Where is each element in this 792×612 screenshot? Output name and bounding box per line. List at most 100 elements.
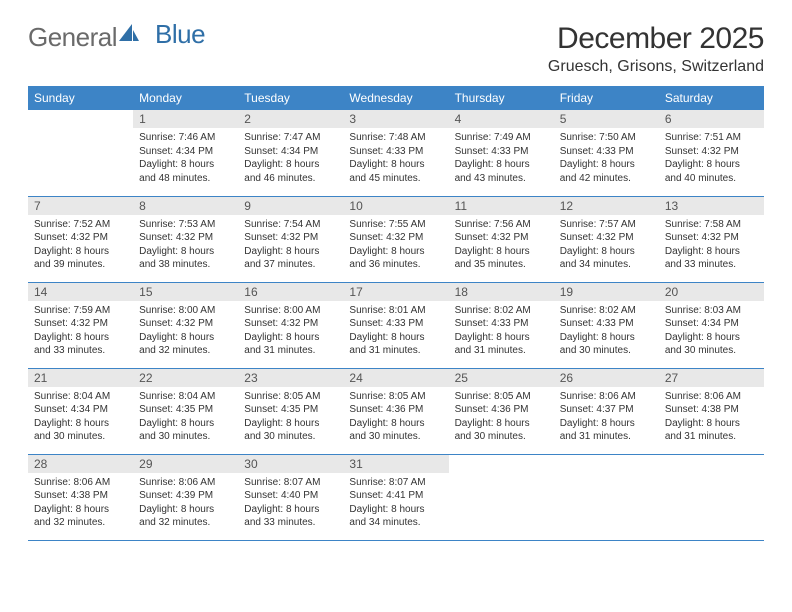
sunrise-text: Sunrise: 7:50 AM bbox=[560, 131, 653, 145]
title-block: December 2025 Gruesch, Grisons, Switzerl… bbox=[548, 22, 764, 76]
sunrise-text: Sunrise: 8:05 AM bbox=[455, 390, 548, 404]
day-details: Sunrise: 7:55 AMSunset: 4:32 PMDaylight:… bbox=[343, 215, 448, 276]
calendar-head: SundayMondayTuesdayWednesdayThursdayFrid… bbox=[28, 86, 764, 110]
daylight-text: and 33 minutes. bbox=[244, 516, 337, 530]
weekday-header: Monday bbox=[133, 86, 238, 110]
day-details: Sunrise: 8:00 AMSunset: 4:32 PMDaylight:… bbox=[238, 301, 343, 362]
day-details: Sunrise: 7:50 AMSunset: 4:33 PMDaylight:… bbox=[554, 128, 659, 189]
sunrise-text: Sunrise: 8:02 AM bbox=[560, 304, 653, 318]
day-number: 28 bbox=[28, 455, 133, 473]
daylight-text: Daylight: 8 hours bbox=[665, 417, 758, 431]
calendar-cell: 2Sunrise: 7:47 AMSunset: 4:34 PMDaylight… bbox=[238, 110, 343, 196]
calendar-cell: 16Sunrise: 8:00 AMSunset: 4:32 PMDayligh… bbox=[238, 282, 343, 368]
daylight-text: and 30 minutes. bbox=[455, 430, 548, 444]
calendar-cell: 8Sunrise: 7:53 AMSunset: 4:32 PMDaylight… bbox=[133, 196, 238, 282]
sunrise-text: Sunrise: 8:06 AM bbox=[34, 476, 127, 490]
day-details: Sunrise: 7:49 AMSunset: 4:33 PMDaylight:… bbox=[449, 128, 554, 189]
day-number: 12 bbox=[554, 197, 659, 215]
day-number: 13 bbox=[659, 197, 764, 215]
daylight-text: and 30 minutes. bbox=[244, 430, 337, 444]
calendar-cell: 24Sunrise: 8:05 AMSunset: 4:36 PMDayligh… bbox=[343, 368, 448, 454]
calendar-cell: 15Sunrise: 8:00 AMSunset: 4:32 PMDayligh… bbox=[133, 282, 238, 368]
day-number: 10 bbox=[343, 197, 448, 215]
daylight-text: Daylight: 8 hours bbox=[560, 331, 653, 345]
day-number: 7 bbox=[28, 197, 133, 215]
sunset-text: Sunset: 4:39 PM bbox=[139, 489, 232, 503]
calendar-cell bbox=[554, 454, 659, 540]
calendar-cell: 22Sunrise: 8:04 AMSunset: 4:35 PMDayligh… bbox=[133, 368, 238, 454]
day-details: Sunrise: 8:03 AMSunset: 4:34 PMDaylight:… bbox=[659, 301, 764, 362]
calendar-cell: 12Sunrise: 7:57 AMSunset: 4:32 PMDayligh… bbox=[554, 196, 659, 282]
daylight-text: and 31 minutes. bbox=[560, 430, 653, 444]
daylight-text: and 45 minutes. bbox=[349, 172, 442, 186]
day-number: 31 bbox=[343, 455, 448, 473]
calendar-week-row: 1Sunrise: 7:46 AMSunset: 4:34 PMDaylight… bbox=[28, 110, 764, 196]
day-details: Sunrise: 7:54 AMSunset: 4:32 PMDaylight:… bbox=[238, 215, 343, 276]
sunset-text: Sunset: 4:41 PM bbox=[349, 489, 442, 503]
month-title: December 2025 bbox=[548, 22, 764, 56]
daylight-text: and 31 minutes. bbox=[244, 344, 337, 358]
calendar-cell: 27Sunrise: 8:06 AMSunset: 4:38 PMDayligh… bbox=[659, 368, 764, 454]
sunrise-text: Sunrise: 8:06 AM bbox=[139, 476, 232, 490]
sunrise-text: Sunrise: 7:57 AM bbox=[560, 218, 653, 232]
daylight-text: and 31 minutes. bbox=[665, 430, 758, 444]
sunset-text: Sunset: 4:32 PM bbox=[349, 231, 442, 245]
calendar-cell: 3Sunrise: 7:48 AMSunset: 4:33 PMDaylight… bbox=[343, 110, 448, 196]
daylight-text: Daylight: 8 hours bbox=[244, 503, 337, 517]
daylight-text: Daylight: 8 hours bbox=[34, 417, 127, 431]
daylight-text: Daylight: 8 hours bbox=[139, 331, 232, 345]
day-number: 27 bbox=[659, 369, 764, 387]
day-details: Sunrise: 8:07 AMSunset: 4:41 PMDaylight:… bbox=[343, 473, 448, 534]
sunset-text: Sunset: 4:32 PM bbox=[455, 231, 548, 245]
daylight-text: and 31 minutes. bbox=[349, 344, 442, 358]
day-details: Sunrise: 8:06 AMSunset: 4:38 PMDaylight:… bbox=[28, 473, 133, 534]
day-details: Sunrise: 8:06 AMSunset: 4:39 PMDaylight:… bbox=[133, 473, 238, 534]
weekday-header: Saturday bbox=[659, 86, 764, 110]
daylight-text: and 35 minutes. bbox=[455, 258, 548, 272]
daylight-text: Daylight: 8 hours bbox=[665, 331, 758, 345]
day-number: 25 bbox=[449, 369, 554, 387]
sunrise-text: Sunrise: 8:06 AM bbox=[560, 390, 653, 404]
sunset-text: Sunset: 4:32 PM bbox=[139, 317, 232, 331]
sunrise-text: Sunrise: 8:05 AM bbox=[349, 390, 442, 404]
sunrise-text: Sunrise: 7:48 AM bbox=[349, 131, 442, 145]
day-number: 22 bbox=[133, 369, 238, 387]
calendar-cell: 4Sunrise: 7:49 AMSunset: 4:33 PMDaylight… bbox=[449, 110, 554, 196]
daylight-text: and 34 minutes. bbox=[349, 516, 442, 530]
sunset-text: Sunset: 4:34 PM bbox=[665, 317, 758, 331]
sunset-text: Sunset: 4:37 PM bbox=[560, 403, 653, 417]
sunset-text: Sunset: 4:32 PM bbox=[665, 231, 758, 245]
day-number: 20 bbox=[659, 283, 764, 301]
daylight-text: and 30 minutes. bbox=[34, 430, 127, 444]
calendar-cell bbox=[28, 110, 133, 196]
calendar-week-row: 14Sunrise: 7:59 AMSunset: 4:32 PMDayligh… bbox=[28, 282, 764, 368]
sunrise-text: Sunrise: 8:05 AM bbox=[244, 390, 337, 404]
calendar-cell bbox=[659, 454, 764, 540]
day-details: Sunrise: 8:04 AMSunset: 4:35 PMDaylight:… bbox=[133, 387, 238, 448]
calendar-cell: 18Sunrise: 8:02 AMSunset: 4:33 PMDayligh… bbox=[449, 282, 554, 368]
sunset-text: Sunset: 4:35 PM bbox=[244, 403, 337, 417]
calendar-week-row: 21Sunrise: 8:04 AMSunset: 4:34 PMDayligh… bbox=[28, 368, 764, 454]
day-details: Sunrise: 8:02 AMSunset: 4:33 PMDaylight:… bbox=[449, 301, 554, 362]
sunrise-text: Sunrise: 8:07 AM bbox=[349, 476, 442, 490]
sunrise-text: Sunrise: 7:51 AM bbox=[665, 131, 758, 145]
daylight-text: and 30 minutes. bbox=[139, 430, 232, 444]
calendar-cell: 25Sunrise: 8:05 AMSunset: 4:36 PMDayligh… bbox=[449, 368, 554, 454]
weekday-row: SundayMondayTuesdayWednesdayThursdayFrid… bbox=[28, 86, 764, 110]
day-number: 18 bbox=[449, 283, 554, 301]
daylight-text: Daylight: 8 hours bbox=[34, 503, 127, 517]
daylight-text: Daylight: 8 hours bbox=[244, 245, 337, 259]
day-number: 4 bbox=[449, 110, 554, 128]
calendar-cell: 14Sunrise: 7:59 AMSunset: 4:32 PMDayligh… bbox=[28, 282, 133, 368]
page-header: General Blue December 2025 Gruesch, Gris… bbox=[28, 22, 764, 76]
calendar-cell: 17Sunrise: 8:01 AMSunset: 4:33 PMDayligh… bbox=[343, 282, 448, 368]
day-details: Sunrise: 8:01 AMSunset: 4:33 PMDaylight:… bbox=[343, 301, 448, 362]
daylight-text: and 32 minutes. bbox=[139, 344, 232, 358]
daylight-text: Daylight: 8 hours bbox=[244, 158, 337, 172]
daylight-text: Daylight: 8 hours bbox=[560, 245, 653, 259]
daylight-text: and 48 minutes. bbox=[139, 172, 232, 186]
day-details: Sunrise: 8:06 AMSunset: 4:37 PMDaylight:… bbox=[554, 387, 659, 448]
day-details: Sunrise: 8:00 AMSunset: 4:32 PMDaylight:… bbox=[133, 301, 238, 362]
sunrise-text: Sunrise: 8:00 AM bbox=[139, 304, 232, 318]
sunset-text: Sunset: 4:33 PM bbox=[560, 317, 653, 331]
